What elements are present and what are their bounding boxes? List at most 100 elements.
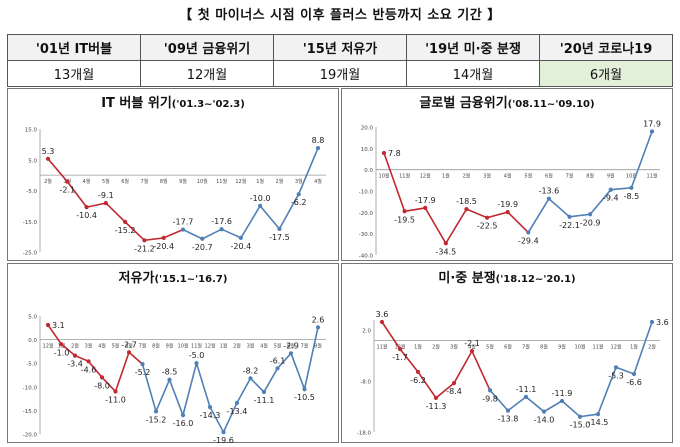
x-tick-label: 11월 bbox=[647, 173, 658, 180]
data-label: -14.0 bbox=[534, 416, 555, 425]
data-point bbox=[248, 376, 253, 381]
series-line-red bbox=[47, 324, 144, 394]
data-point bbox=[315, 325, 321, 330]
chart-title-financial-crisis: 글로벌 금융위기('08.11~'09.10) bbox=[342, 92, 672, 111]
data-point bbox=[194, 361, 199, 366]
data-label: 5.3 bbox=[42, 147, 55, 156]
data-label: -13.6 bbox=[539, 187, 560, 196]
data-label: -17.6 bbox=[211, 217, 232, 226]
x-tick-label: 1월 bbox=[630, 343, 638, 350]
x-tick-label: 12월 bbox=[420, 173, 431, 180]
data-point bbox=[86, 359, 91, 364]
data-point bbox=[546, 196, 552, 201]
x-tick-label: 4월 bbox=[98, 343, 106, 350]
series-line-red bbox=[47, 158, 184, 242]
y-tick-label: 2.0 bbox=[362, 329, 371, 335]
x-tick-label: 6월 bbox=[545, 173, 553, 180]
data-point bbox=[72, 353, 78, 358]
summary-value-trade-war: 14개월 bbox=[406, 60, 540, 87]
chart-panel-trade-war: 미·중 분쟁('18.12~'20.1) 2.0 -8.0 -18.0 11월 12월 1… bbox=[341, 263, 673, 443]
data-point bbox=[415, 369, 421, 375]
data-point bbox=[302, 387, 307, 392]
data-label: -11.3 bbox=[426, 402, 447, 411]
data-point bbox=[140, 362, 145, 367]
data-point bbox=[433, 395, 439, 400]
data-label: -9.1 bbox=[98, 191, 114, 200]
data-label: -20.7 bbox=[192, 243, 213, 252]
chart-panel-low-oil: 저유가('15.1~'16.7) 5.0 0.0 -5.0 -10.0 -15.0 -20… bbox=[7, 263, 339, 444]
data-label: -1.7 bbox=[392, 353, 408, 362]
data-label: -6.6 bbox=[626, 378, 642, 387]
data-label: -8.5 bbox=[624, 192, 640, 201]
summary-value-it-bubble: 13개월 bbox=[7, 60, 141, 87]
data-point bbox=[99, 375, 105, 380]
data-point bbox=[629, 185, 634, 190]
summary-header-covid: '20년 코로나19 bbox=[539, 34, 673, 61]
data-label: -16.0 bbox=[173, 419, 194, 428]
data-point bbox=[423, 205, 428, 210]
data-label: -5.3 bbox=[608, 371, 624, 380]
data-point bbox=[288, 351, 294, 356]
x-tick-label: 11월 bbox=[216, 178, 227, 185]
series-line-blue bbox=[182, 147, 319, 240]
x-tick-label: 10월 bbox=[379, 173, 390, 180]
data-point bbox=[595, 412, 601, 417]
data-point bbox=[45, 156, 51, 161]
data-label: -5.2 bbox=[135, 368, 151, 377]
x-tick-label: 2월 bbox=[648, 343, 656, 350]
x-tick-label: 11월 bbox=[593, 343, 604, 350]
x-tick-label: 1월 bbox=[220, 343, 228, 350]
chart-subtitle: ('01.3~'02.3) bbox=[171, 99, 245, 110]
x-tick-label: 4월 bbox=[83, 178, 91, 185]
x-tick-label: 10월 bbox=[197, 178, 208, 185]
x-tick-label: 2월 bbox=[233, 343, 241, 350]
x-tick-label: 4월 bbox=[504, 173, 512, 180]
data-label: -9.8 bbox=[482, 394, 498, 403]
chart-svg-low-oil: 5.0 0.0 -5.0 -10.0 -15.0 -20.0 12월 1월 2월 3월 4월 5월 6월… bbox=[23, 315, 326, 444]
x-tick-label: 2월 bbox=[276, 178, 284, 185]
x-tick-label: 1월 bbox=[442, 173, 450, 180]
data-point bbox=[469, 348, 475, 354]
y-tick-label: -40.0 bbox=[359, 254, 374, 260]
x-tick-label: 7월 bbox=[301, 343, 309, 350]
data-label: 7.8 bbox=[388, 149, 401, 158]
y-tick-label: 15.0 bbox=[25, 128, 38, 134]
data-point bbox=[103, 201, 108, 206]
data-label: 17.9 bbox=[643, 119, 661, 128]
data-label: -8.2 bbox=[243, 366, 259, 375]
x-tick-label: 3월 bbox=[85, 343, 93, 350]
chart-title-it-bubble: IT 버블 위기('01.3~'02.3) bbox=[8, 92, 338, 111]
data-point bbox=[59, 342, 64, 347]
y-tick-label: -10.0 bbox=[359, 190, 374, 196]
data-point bbox=[487, 388, 493, 393]
data-label: -11.1 bbox=[254, 396, 275, 405]
chart-title-main: 저유가 bbox=[118, 271, 155, 286]
x-tick-label: 5월 bbox=[486, 343, 494, 350]
data-point bbox=[526, 230, 531, 235]
data-point bbox=[142, 238, 147, 243]
data-label: -15.2 bbox=[115, 226, 136, 235]
data-label: -19.5 bbox=[394, 215, 415, 224]
y-tick-label: 10.0 bbox=[361, 147, 374, 153]
x-tick-label: 1월 bbox=[414, 343, 422, 350]
data-point bbox=[402, 209, 407, 214]
summary-header-it-bubble: '01년 IT버블 bbox=[7, 34, 141, 61]
data-label: -22.1 bbox=[559, 221, 580, 230]
x-tick-label: 11월 bbox=[377, 343, 388, 350]
data-label: -15.0 bbox=[570, 421, 591, 430]
summary-header-trade-war: '19년 미·중 분쟁 bbox=[406, 34, 540, 61]
data-label: -14.5 bbox=[588, 418, 609, 427]
chart-subtitle: ('18.12~'20.1) bbox=[495, 274, 576, 285]
x-tick-label: 12월 bbox=[235, 178, 246, 185]
data-point bbox=[258, 203, 263, 208]
x-tick-label: 5월 bbox=[524, 173, 532, 180]
y-tick-label: -30.0 bbox=[359, 232, 374, 238]
data-point bbox=[277, 226, 282, 232]
data-point bbox=[608, 187, 613, 192]
chart-subtitle: ('08.11~'09.10) bbox=[507, 99, 595, 110]
y-tick-label: -15.0 bbox=[23, 220, 38, 226]
y-tick-label: -20.0 bbox=[23, 433, 38, 439]
data-label: 2.6 bbox=[312, 315, 325, 324]
data-point bbox=[559, 398, 565, 404]
data-point bbox=[123, 219, 128, 224]
